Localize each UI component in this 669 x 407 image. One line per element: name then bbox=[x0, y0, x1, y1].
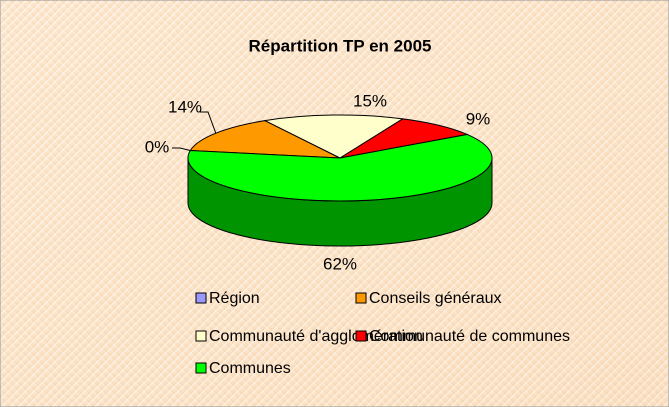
legend-label: Région bbox=[209, 290, 260, 307]
slice bbox=[263, 114, 405, 159]
legend-swatch bbox=[355, 292, 367, 304]
data-label: 14% bbox=[168, 97, 202, 116]
legend-label: Conseils généraux bbox=[369, 290, 502, 307]
slice bbox=[189, 120, 341, 159]
legend-swatch bbox=[195, 362, 207, 374]
chart-title: Répartition TP en 2005 bbox=[249, 36, 432, 55]
legend-swatch bbox=[195, 330, 207, 342]
slice bbox=[339, 118, 469, 159]
legend-label: Communauté de communes bbox=[369, 328, 570, 345]
legend: Région Conseils généraux Communauté d'aggl… bbox=[195, 290, 570, 377]
legend-label: Communauté d'agglomération bbox=[209, 328, 423, 345]
data-label: 0% bbox=[145, 137, 170, 156]
slice bbox=[187, 133, 493, 202]
pie: 0% 14% 15% 9% 62% bbox=[145, 91, 493, 273]
data-label: 9% bbox=[466, 109, 491, 128]
data-label: 15% bbox=[353, 91, 387, 110]
data-label: 62% bbox=[323, 254, 357, 273]
legend-swatch bbox=[355, 330, 367, 342]
legend-label: Communes bbox=[209, 360, 291, 377]
legend-swatch bbox=[195, 292, 207, 304]
leader-line bbox=[200, 111, 217, 134]
leader-line bbox=[172, 147, 191, 152]
